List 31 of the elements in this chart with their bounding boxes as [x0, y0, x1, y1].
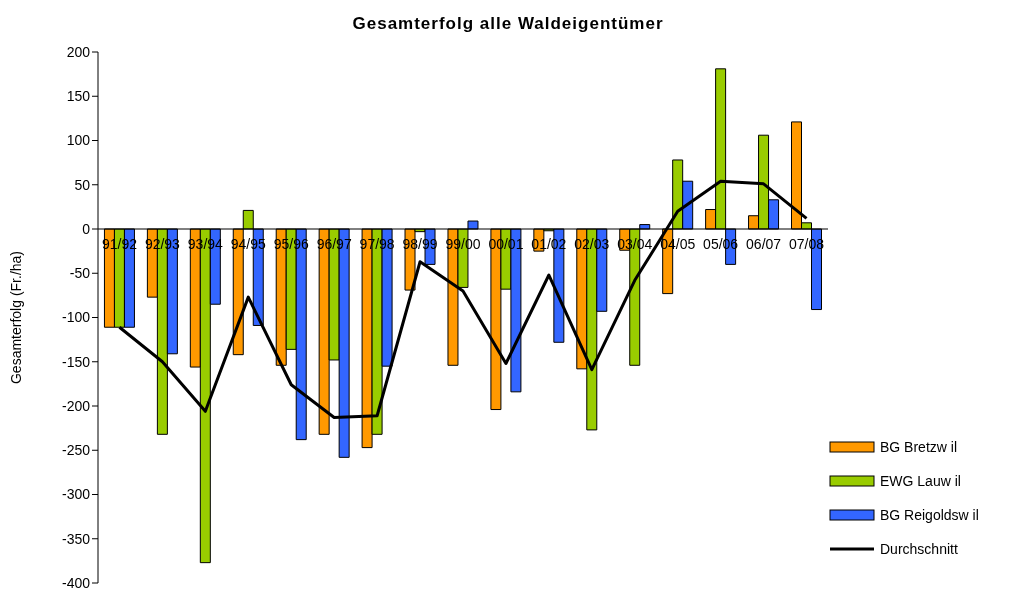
- y-tick-label: 200: [66, 43, 91, 60]
- y-tick-label: -250: [61, 442, 91, 459]
- chart-title: Gesamterfolg alle Waldeigentümer: [351, 14, 665, 34]
- y-tick-label: -100: [61, 309, 91, 326]
- legend-label: BG Bretzw il: [880, 439, 958, 455]
- y-tick-label: -200: [61, 397, 91, 414]
- y-tick-label: 50: [74, 176, 91, 193]
- x-tick-label: 93/94: [187, 236, 224, 252]
- x-tick-label: 01/02: [531, 236, 567, 252]
- x-tick-label: 95/96: [273, 236, 309, 252]
- x-tick-label: 91/92: [101, 236, 138, 252]
- legend-label: EWG Lauw il: [880, 473, 961, 489]
- y-axis-title: Gesamterfolg (Fr./ha): [7, 250, 24, 385]
- x-tick-label: 02/03: [574, 236, 610, 252]
- x-tick-label: 98/99: [402, 236, 438, 252]
- y-tick-label: 100: [66, 132, 91, 149]
- y-tick-label: -300: [61, 486, 91, 503]
- legend-label: Durchschnitt: [880, 541, 958, 557]
- legend-label: BG Reigoldsw il: [880, 507, 979, 523]
- x-tick-label: 97/98: [359, 236, 395, 252]
- y-tick-label: -150: [61, 353, 91, 370]
- y-tick-label: -350: [61, 530, 91, 547]
- x-tick-label: 92/93: [144, 236, 181, 252]
- y-tick-label: -50: [69, 265, 91, 282]
- x-tick-label: 06/07: [746, 236, 782, 252]
- x-tick-label: 96/97: [316, 236, 352, 252]
- x-tick-label: 00/01: [488, 236, 524, 252]
- y-tick-label: 0: [82, 220, 91, 237]
- y-tick-label: -400: [61, 574, 91, 590]
- y-tick-label: 150: [66, 88, 91, 105]
- x-tick-label: 94/95: [230, 236, 267, 252]
